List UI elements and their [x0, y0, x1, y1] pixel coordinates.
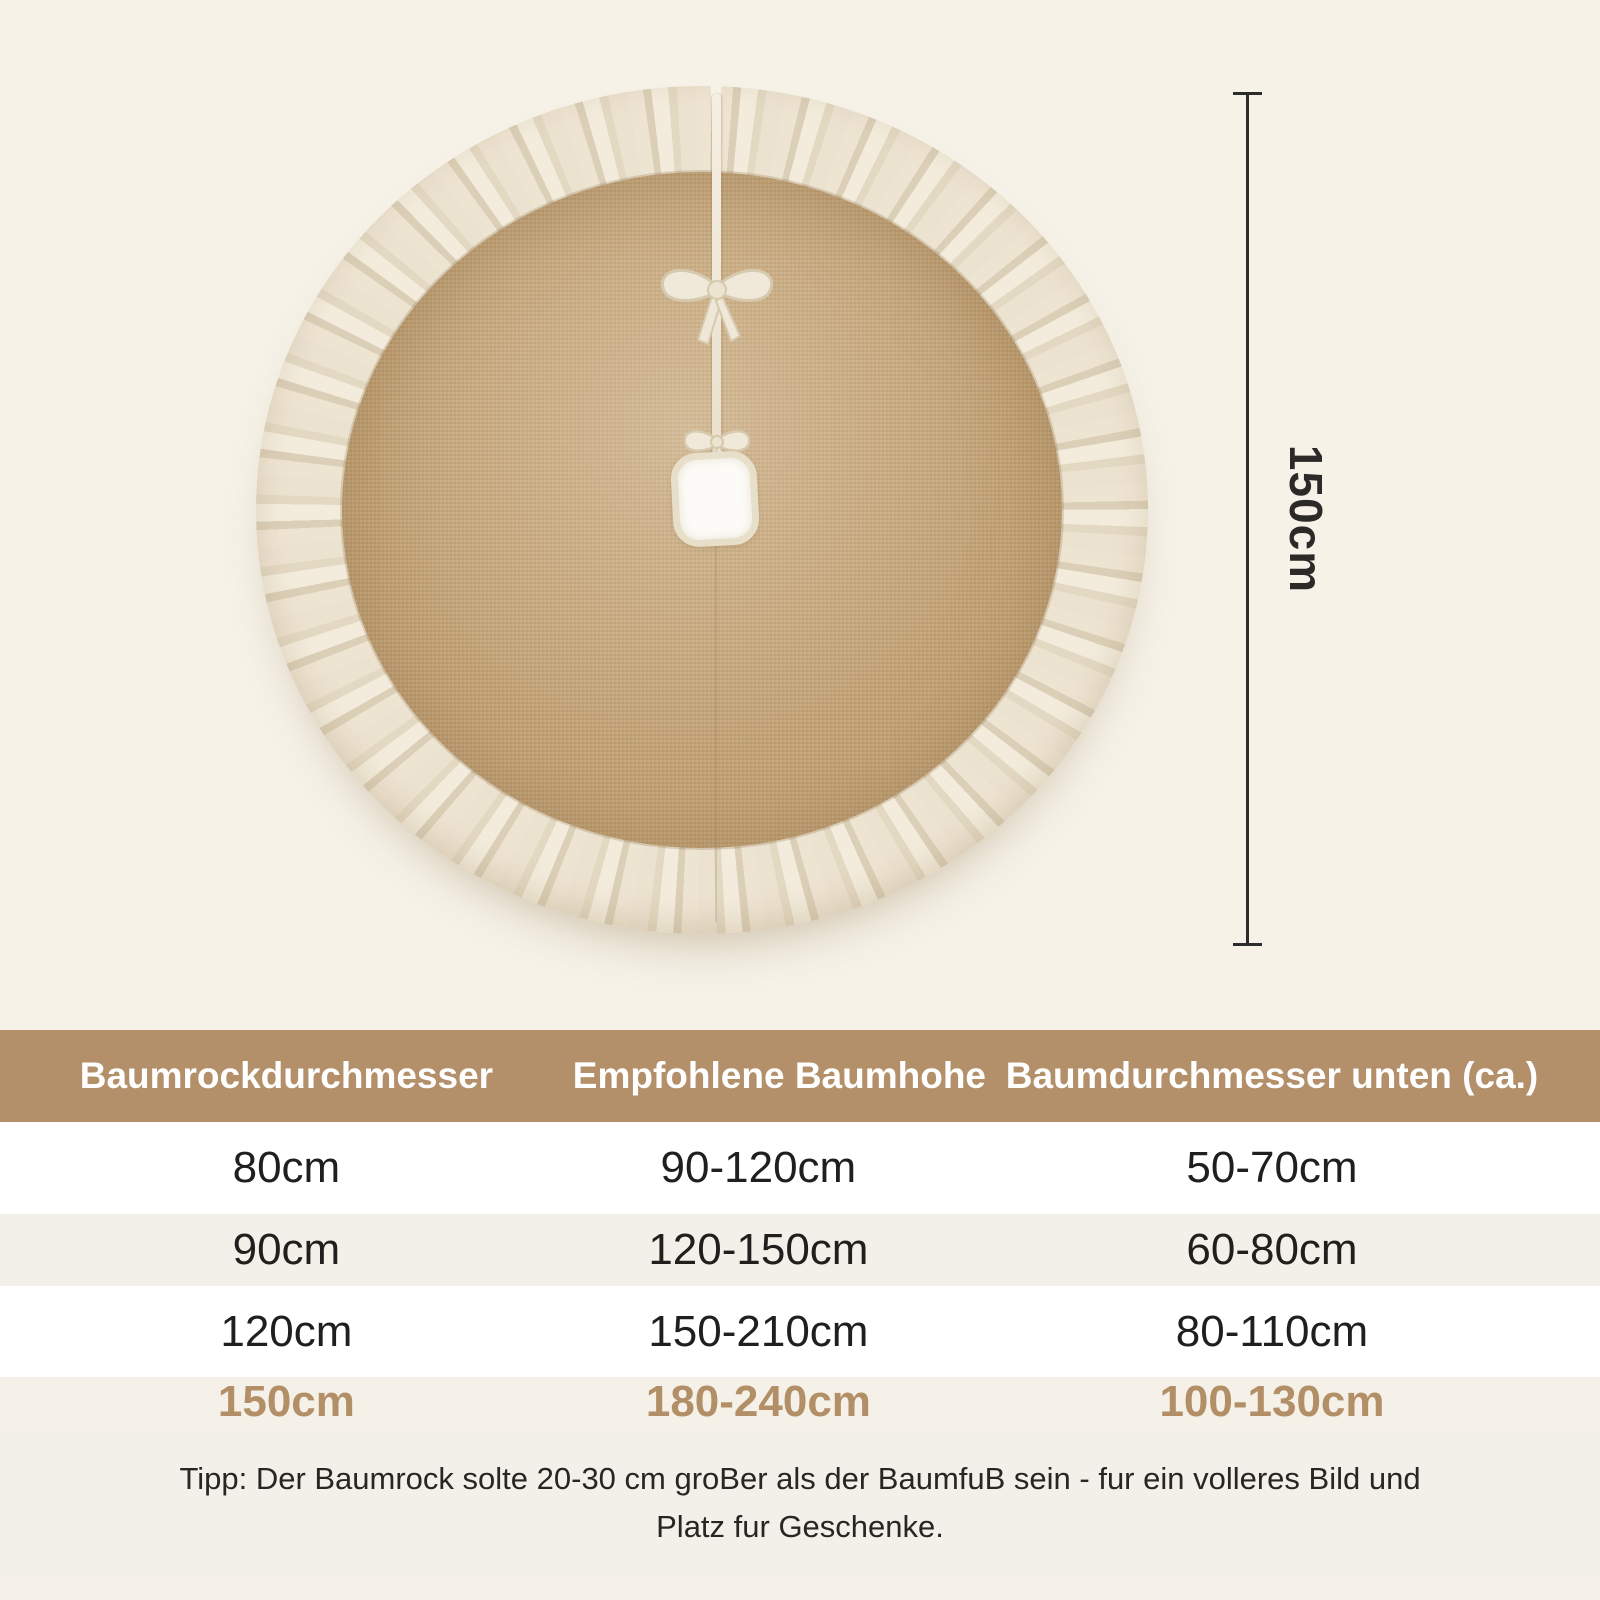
tip-section: Tipp: Der Baumrock solte 20-30 cm groBer… [0, 1427, 1600, 1579]
table-row: 120cm 150-210cm 80-110cm [0, 1286, 1600, 1377]
header-cell-tree-height: Empfohlene Baumhohe [572, 1055, 986, 1096]
table-cell: 120cm [220, 1306, 353, 1356]
header-cell-skirt-diameter: Baumrockdurchmesser [79, 1055, 494, 1096]
trunk-hole-patch [669, 449, 761, 549]
measurement-line [1233, 92, 1262, 946]
seam-line [715, 544, 717, 922]
product-photo-section: 150cm [256, 83, 1332, 946]
table-cell: 50-70cm [1186, 1143, 1358, 1192]
tip-text: Tipp: Der Baumrock solte 20-30 cm groBer… [179, 1460, 1421, 1544]
table-cell: 80cm [232, 1143, 341, 1192]
table-cell: 60-80cm [1186, 1225, 1358, 1274]
table-header-row: Baumrockdurchmesser Empfohlene Baumhohe … [0, 1030, 1600, 1122]
table-cell: 180-240cm [645, 1377, 871, 1426]
table-row-highlighted: 150cm 180-240cm 100-130cm [0, 1377, 1600, 1427]
table-cell: 90cm [232, 1225, 341, 1274]
table-cell: 120-150cm [648, 1225, 869, 1274]
table-cell: 100-130cm [1159, 1377, 1385, 1426]
size-table: Baumrockdurchmesser Empfohlene Baumhohe … [0, 1030, 1600, 1427]
table-row: 80cm 90-120cm 50-70cm [0, 1122, 1600, 1214]
table-row: 90cm 120-150cm 60-80cm [0, 1214, 1600, 1286]
table-cell: 90-120cm [660, 1143, 857, 1192]
table-cell: 150-210cm [648, 1306, 869, 1356]
tree-skirt-image [256, 83, 1148, 934]
bow-icon [661, 269, 773, 346]
table-cell: 80-110cm [1175, 1306, 1369, 1356]
slit-ribbon [712, 94, 721, 456]
table-cell: 150cm [217, 1377, 355, 1426]
measurement-label: 150cm [1280, 444, 1332, 594]
header-cell-base-diameter: Baumdurchmesser unten (ca.) [1005, 1055, 1539, 1096]
